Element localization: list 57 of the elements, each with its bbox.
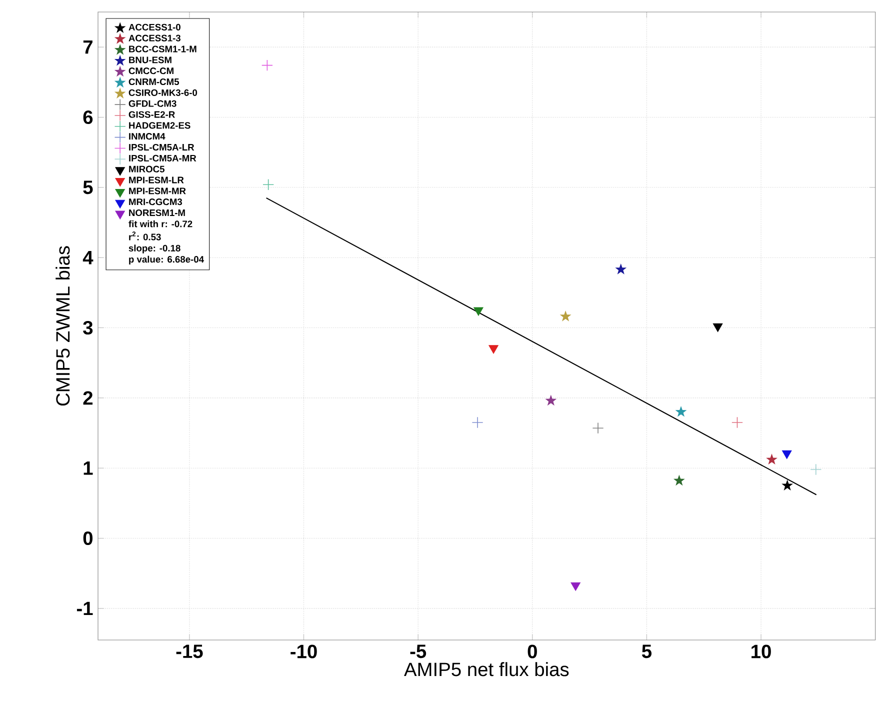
legend-label: ACCESS1-0 (128, 24, 180, 30)
legend-label: CNRM-CM5 (128, 78, 180, 86)
x-tick-label: -10 (290, 644, 317, 658)
x-axis-title: AMIP5 net flux bias (404, 662, 569, 676)
y-tick-label: 5 (83, 180, 93, 194)
y-tick-label: 6 (83, 110, 93, 124)
point (782, 450, 792, 459)
legend-label: NORESM1-M (129, 209, 185, 216)
x-tick-label: -5 (410, 644, 426, 658)
legend-label: MPI-ESM-MR (129, 188, 186, 194)
point (261, 60, 273, 72)
point (615, 264, 627, 274)
point (712, 323, 723, 332)
annotation: slope: -0.18 (128, 244, 180, 254)
point (766, 454, 778, 465)
point (810, 464, 822, 476)
point (673, 474, 685, 486)
legend-label: IPSL-CM5A-LR (129, 144, 194, 151)
x-tick-label: 5 (642, 644, 652, 658)
point (560, 310, 572, 322)
legend-label: GISS-E2-R (128, 111, 175, 118)
legend-label: IPSL-CM5A-MR (129, 154, 196, 162)
y-tick-label: 0 (83, 531, 93, 546)
legend-label: MRI-CGCM3 (129, 198, 182, 206)
point (545, 394, 557, 406)
point (488, 345, 498, 354)
legend-label: HADGEM2-ES (129, 122, 190, 129)
point (570, 582, 580, 591)
y-tick-label: 3 (83, 320, 93, 335)
legend-label: CMCC-CM (128, 68, 174, 74)
x-tick-label: -15 (176, 644, 203, 658)
legend-label: MPI-ESM-LR (129, 176, 184, 184)
y-axis-title: CMIP5 ZWML bias (56, 246, 70, 406)
point (474, 307, 484, 316)
point (675, 406, 687, 417)
x-tick-label: 0 (528, 644, 537, 658)
annotation: r$^{2}$: 0.53 (129, 232, 161, 240)
legend-label: GFDL-CM3 (128, 100, 176, 107)
point (732, 416, 743, 428)
point (592, 422, 604, 434)
legend-label: INMCM4 (129, 133, 166, 140)
legend-label: MIROC5 (129, 166, 165, 172)
x-tick-label: 10 (752, 644, 771, 658)
y-tick-label: 7 (83, 40, 92, 54)
y-tick-label: 2 (83, 391, 93, 405)
point (782, 480, 794, 490)
point (472, 416, 484, 428)
legend-label: BNU-ESM (129, 56, 172, 64)
y-tick-label: 4 (82, 250, 94, 264)
annotation: p value: 6.68e-04 (129, 256, 204, 264)
y-tick-label: 1 (84, 461, 93, 475)
annotation: fit with r: -0.72 (128, 220, 192, 228)
y-tick-label: -1 (76, 602, 93, 616)
legend-label: BCC-CSM1-1-M (129, 46, 196, 52)
legend-label: CSIRO-MK3-6-0 (128, 89, 198, 96)
point (262, 178, 274, 190)
legend-label: ACCESS1-3 (128, 34, 180, 42)
